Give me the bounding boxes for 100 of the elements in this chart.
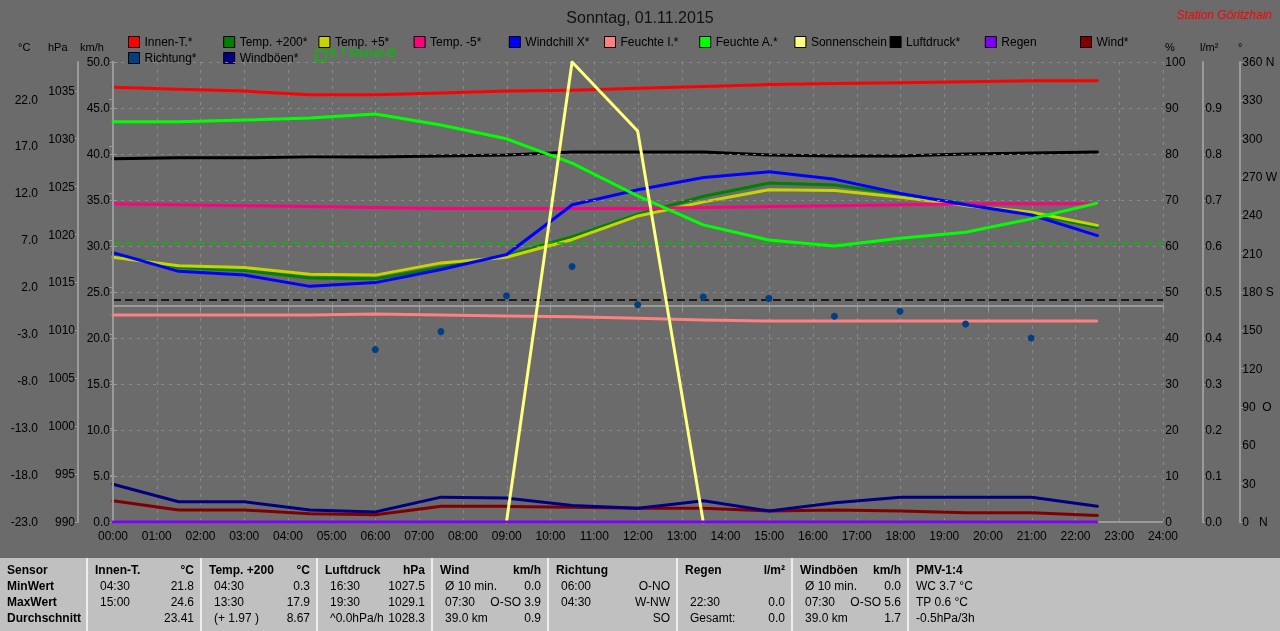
y2-axis-title: l/m² xyxy=(1200,40,1219,53)
line-series xyxy=(111,150,1099,161)
y3-tick-label: 0.0 xyxy=(93,515,111,529)
point xyxy=(830,312,838,320)
y-tick-label: 60 xyxy=(1165,239,1179,253)
text: 16:30 xyxy=(330,578,361,594)
y3-tick-label: 330 xyxy=(1242,93,1263,108)
text: 15:00 xyxy=(100,594,131,610)
legend-label: Luftdruck* xyxy=(906,35,961,49)
y3-tick-label: 15.0 xyxy=(86,377,111,391)
x-tick-label: 11:00 xyxy=(579,529,610,543)
x-tick-label: 13:00 xyxy=(666,529,698,543)
y-tick-label: 30 xyxy=(1165,377,1179,391)
text: 1027.5 xyxy=(388,578,425,594)
text: 0.9 xyxy=(524,610,541,626)
text: 0.0 xyxy=(524,578,541,594)
text: 0.0 xyxy=(884,578,901,594)
text: 17.9 xyxy=(286,594,310,610)
legend-label: Windböen* xyxy=(239,51,299,65)
text: MinWert xyxy=(7,578,55,594)
text: W-NW xyxy=(634,594,670,610)
x-tick-label: 17:00 xyxy=(841,529,873,543)
y3-tick-label: 5.0 xyxy=(93,469,111,483)
x-tick-label: 16:00 xyxy=(797,529,829,543)
text: Durchschnitt xyxy=(7,610,82,626)
y2-tick-label: 0.6 xyxy=(1205,239,1223,253)
text: O-NO xyxy=(638,578,670,594)
text: hPa xyxy=(402,562,425,578)
text: O-SO 3.9 xyxy=(490,594,541,610)
y3-tick-label: 35.0 xyxy=(86,193,111,207)
y3-tick-label: 20.0 xyxy=(86,331,111,345)
y3-tick-label: 300 xyxy=(1242,131,1263,146)
x-tick-label: 15:00 xyxy=(754,529,785,543)
text: WC 3.7 °C xyxy=(916,578,973,594)
text: ^0.0hPa/h xyxy=(330,610,384,626)
legend-label: Temp. +200* xyxy=(239,35,308,49)
y-tick-label: -8.0 xyxy=(17,374,39,389)
y2-tick-label: 990 xyxy=(54,515,76,529)
y2-tick-label: 0.0 xyxy=(1205,515,1223,529)
point xyxy=(699,293,707,301)
text: O-SO 5.6 xyxy=(850,594,901,610)
y-tick-label: 70 xyxy=(1165,193,1179,207)
y2-tick-label: 1010 xyxy=(48,323,76,338)
y-tick-label: 40 xyxy=(1165,331,1179,345)
y-tick-label: 90 xyxy=(1165,101,1179,115)
text: 39.0 km xyxy=(805,610,848,626)
point xyxy=(371,346,379,353)
text: 23.41 xyxy=(163,610,194,626)
legend-label: 6.7 Monat-Ø xyxy=(329,46,397,60)
y2-tick-label: 0.8 xyxy=(1205,147,1223,161)
x-tick-label: 19:00 xyxy=(929,529,960,543)
text: 06:00 xyxy=(561,578,592,594)
x-tick-label: 02:00 xyxy=(185,529,216,543)
legend-label: Sonnenschein xyxy=(810,35,887,49)
text: km/h xyxy=(872,562,901,578)
text: 1028.3 xyxy=(388,610,425,626)
y-tick-label: 12.0 xyxy=(14,186,39,201)
chart-title: Sonntag, 01.11.2015 xyxy=(566,8,714,26)
text: 04:30 xyxy=(214,578,245,594)
point xyxy=(437,328,445,336)
y3-tick-label: 210 xyxy=(1242,246,1263,261)
legend-label: Wind* xyxy=(1096,35,1129,49)
y3-tick-label: 0 N xyxy=(1242,515,1268,529)
y2-tick-label: 1020 xyxy=(48,227,76,242)
y3-tick-label: 25.0 xyxy=(86,285,111,299)
x-tick-label: 01:00 xyxy=(141,529,173,543)
y2-tick-label: 0.5 xyxy=(1205,285,1223,299)
y2-tick-label: 1030 xyxy=(48,131,76,146)
text: SO xyxy=(652,610,670,626)
y2-tick-label: 1025 xyxy=(48,179,76,194)
x-tick-label: 05:00 xyxy=(316,529,348,543)
x-tick-label: 14:00 xyxy=(710,529,741,543)
y3-tick-label: 60 xyxy=(1242,438,1256,453)
y3-tick-label: 90 O xyxy=(1242,400,1272,414)
legend-label: Innen-T.* xyxy=(144,35,193,49)
y2-tick-label: 1015 xyxy=(48,275,76,290)
x-tick-label: 20:00 xyxy=(972,529,1004,543)
y3-axis-title: km/h xyxy=(80,40,104,53)
y3-axis-title: ° xyxy=(1238,40,1243,53)
y-axis-title: °C xyxy=(18,40,31,53)
text: 1029.1 xyxy=(388,594,425,610)
text: Wind xyxy=(440,562,470,578)
y-tick-label: 20 xyxy=(1165,423,1179,437)
text: 04:30 xyxy=(561,594,592,610)
legend-label: Windchill X* xyxy=(525,35,590,49)
text: MaxWert xyxy=(7,594,57,610)
line-series xyxy=(111,499,1099,518)
y2-tick-label: 0.1 xyxy=(1205,469,1223,483)
y2-tick-label: 0.4 xyxy=(1205,331,1223,345)
y3-tick-label: 270 W xyxy=(1242,170,1278,184)
y2-tick-label: 1035 xyxy=(48,83,76,98)
y2-tick-label: 0.7 xyxy=(1205,193,1223,207)
legend-label: Feuchte A.* xyxy=(715,35,779,49)
point xyxy=(634,301,642,309)
y-tick-label: 100 xyxy=(1165,55,1186,69)
y2-axis-title: hPa xyxy=(48,40,69,53)
y-tick-label: 50 xyxy=(1165,285,1179,299)
y-tick-label: 80 xyxy=(1165,147,1179,161)
text: -0.5hPa/3h xyxy=(916,610,975,626)
x-tick-label: 09:00 xyxy=(491,529,523,543)
